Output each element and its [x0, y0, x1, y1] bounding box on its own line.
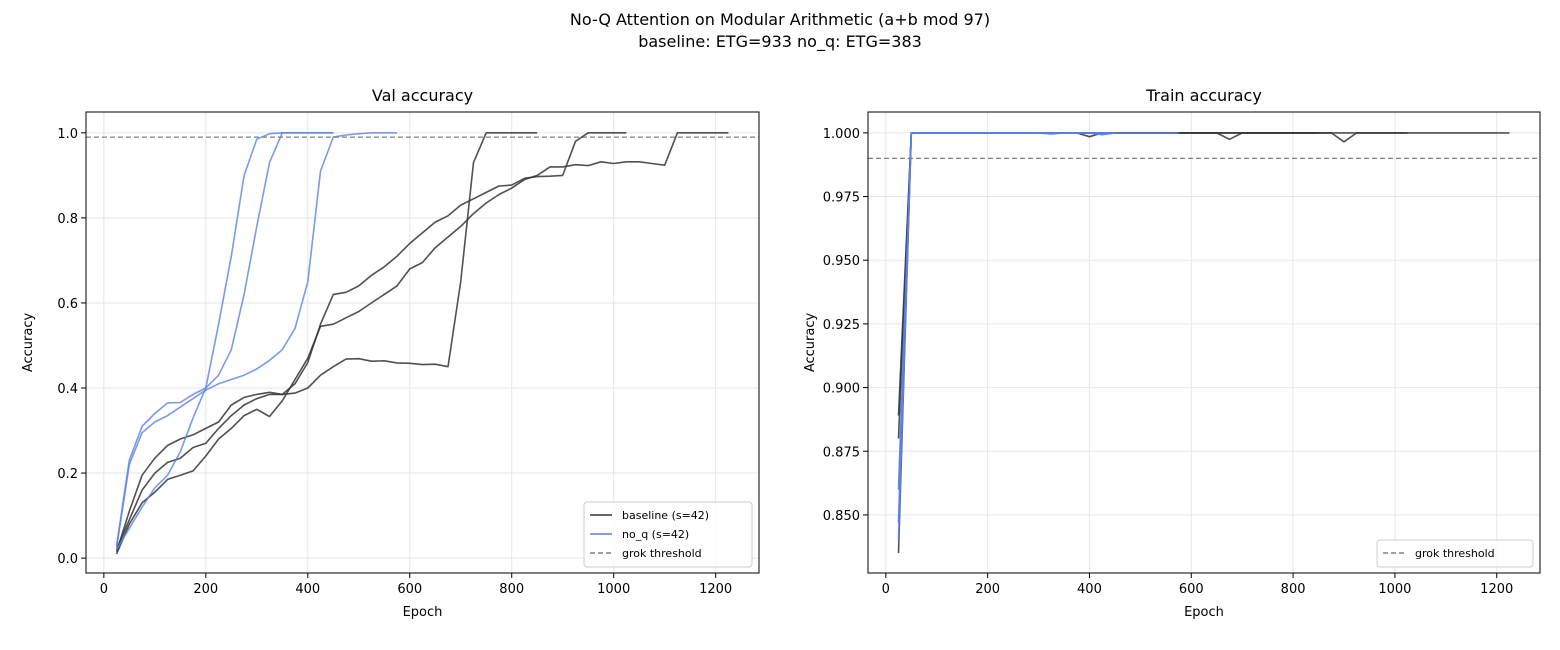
x-tick-label: 600: [397, 582, 422, 597]
y-tick-label: 0.2: [57, 467, 78, 482]
x-tick-label: 1000: [597, 582, 630, 597]
train-accuracy-panel: 0 200 400 600 800 1000 1200 0.850 0.875 0.900 0.92…: [803, 86, 1541, 620]
series-line-baseline-3: [897, 132, 1510, 554]
val-accuracy-panel: 0 200 400 600 800 1000 1200 0.0 0.2 0.4 0.6 0.8 1.0 V…: [21, 86, 760, 620]
axes-title: Val accuracy: [372, 86, 473, 105]
y-tick-label: 0.950: [823, 254, 860, 269]
x-axis-label: Epoch: [403, 605, 443, 620]
y-tick-label: 0.8: [57, 212, 78, 227]
y-tick-label: 0.850: [823, 509, 860, 524]
legend: baseline (s=42) no_q (s=42) grok threshold: [583, 501, 753, 568]
x-tick-label: 0: [100, 582, 108, 597]
x-tick-label: 200: [193, 582, 218, 597]
x-tick-label: 400: [295, 582, 320, 597]
series-line-baseline-1: [115, 132, 538, 550]
y-tick-label: 0.6: [57, 297, 78, 312]
y-axis-label: Accuracy: [803, 313, 818, 373]
y-axis-label: Accuracy: [21, 313, 36, 373]
y-tick-label: 1.000: [823, 127, 860, 142]
x-tick-label: 1200: [699, 582, 732, 597]
legend-label: no_q (s=42): [622, 528, 689, 541]
series-line-baseline-3: [115, 132, 729, 555]
x-tick-label: 400: [1077, 582, 1102, 597]
legend-box: [583, 501, 753, 568]
figure-subtitle: baseline: ETG=933 no_q: ETG=383: [638, 32, 922, 51]
legend-label: grok threshold: [1415, 547, 1495, 560]
series-line-baseline-2: [897, 132, 1408, 439]
y-tick-label: 0.975: [823, 191, 860, 206]
x-tick-label: 1000: [1378, 582, 1411, 597]
axes-frame: [867, 111, 1541, 574]
x-tick-label: 800: [499, 582, 524, 597]
y-tick-label: 0.4: [57, 382, 78, 397]
y-tick-label: 0.875: [823, 445, 860, 460]
series-line-no-q-4: [897, 132, 1115, 490]
legend-box: [1376, 539, 1534, 568]
x-axis-label: Epoch: [1184, 605, 1224, 620]
y-tick-label: 0.925: [823, 318, 860, 333]
x-tick-label: 800: [1281, 582, 1306, 597]
series-line-no-q-6: [115, 132, 397, 548]
series-line-baseline-2: [115, 132, 627, 552]
figure-title: No-Q Attention on Modular Arithmetic (a+…: [569, 10, 991, 29]
legend-label: grok threshold: [622, 547, 702, 560]
series-line-no-q-5: [897, 132, 1115, 523]
legend-label: baseline (s=42): [622, 509, 709, 522]
y-tick-label: 0.0: [57, 552, 78, 567]
legend: grok threshold: [1376, 539, 1534, 568]
axes-frame: [85, 111, 760, 574]
x-tick-label: 200: [975, 582, 1000, 597]
x-tick-label: 1200: [1480, 582, 1513, 597]
axes-title: Train accuracy: [1145, 86, 1262, 105]
y-tick-label: 0.900: [823, 382, 860, 397]
series-line-baseline-1: [897, 132, 1319, 416]
series-line-no-q-5: [115, 132, 334, 546]
series-line-no-q-6: [897, 132, 1179, 541]
series-line-no-q-4: [115, 132, 334, 551]
x-tick-label: 600: [1179, 582, 1204, 597]
x-tick-label: 0: [882, 582, 890, 597]
y-tick-label: 1.0: [57, 127, 78, 142]
